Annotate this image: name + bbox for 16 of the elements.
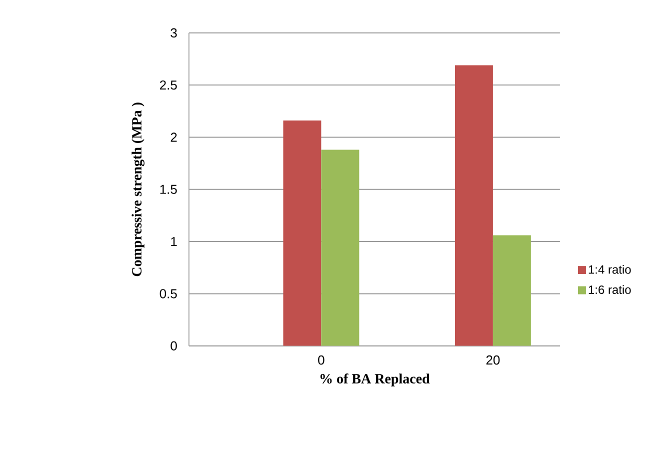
- x-axis-title: % of BA Replaced: [320, 373, 430, 386]
- y-axis-title: Compressive strength (MPa ): [132, 102, 144, 276]
- bar: [321, 150, 360, 346]
- y-tick-label: 1: [171, 237, 177, 246]
- x-tick-label: 20: [486, 355, 500, 365]
- legend-label: 1:4 ratio: [588, 264, 631, 274]
- y-tick-label: 3: [170, 28, 177, 38]
- y-tick-label: 0: [170, 341, 177, 350]
- legend-label: 1:6 ratio: [588, 285, 631, 294]
- bar: [492, 235, 531, 346]
- y-tick-label: 2.5: [160, 80, 177, 90]
- y-tick-label: 2: [170, 132, 177, 142]
- bar: [454, 65, 493, 346]
- bar: [283, 120, 322, 346]
- y-tick-label: 1.5: [160, 184, 177, 194]
- y-tick-label: 0.5: [160, 289, 177, 298]
